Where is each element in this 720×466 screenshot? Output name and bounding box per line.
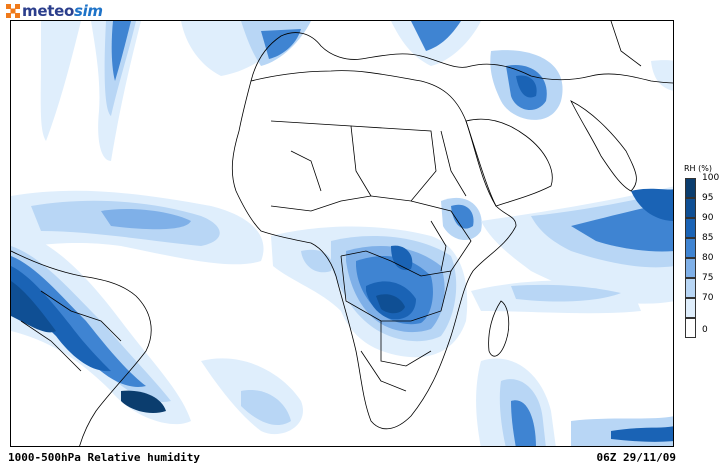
legend-tick-label: 75 [702,273,714,283]
meteosim-logo: meteo sim [6,2,103,20]
legend-title: RH (%) [684,164,712,173]
coastlines [11,21,673,446]
legend-swatch [685,178,696,198]
map-caption: 1000-500hPa Relative humidity [8,451,201,464]
humidity-field [11,21,673,446]
legend-tick-label: 0 [702,325,708,335]
logo-text-sim: sim [73,2,103,20]
legend-tick-label: 95 [702,193,714,203]
humidity-map [10,20,674,447]
legend-swatch [685,258,696,278]
legend-swatch [685,218,696,238]
legend-swatch [685,298,696,318]
map-timestamp: 06Z 29/11/09 [596,451,676,464]
legend-swatch [685,198,696,218]
legend-tick-label: 90 [702,213,714,223]
legend-swatch [685,318,696,338]
map-canvas [11,21,673,446]
legend-tick-label: 100 [702,173,720,183]
legend-tick-label: 70 [702,293,714,303]
legend-tick-label: 85 [702,233,714,243]
logo-text-meteo: meteo [22,2,74,20]
legend-swatch [685,278,696,298]
checker-square-icon [6,4,20,18]
legend-swatch [685,238,696,258]
legend-tick-label: 80 [702,253,714,263]
